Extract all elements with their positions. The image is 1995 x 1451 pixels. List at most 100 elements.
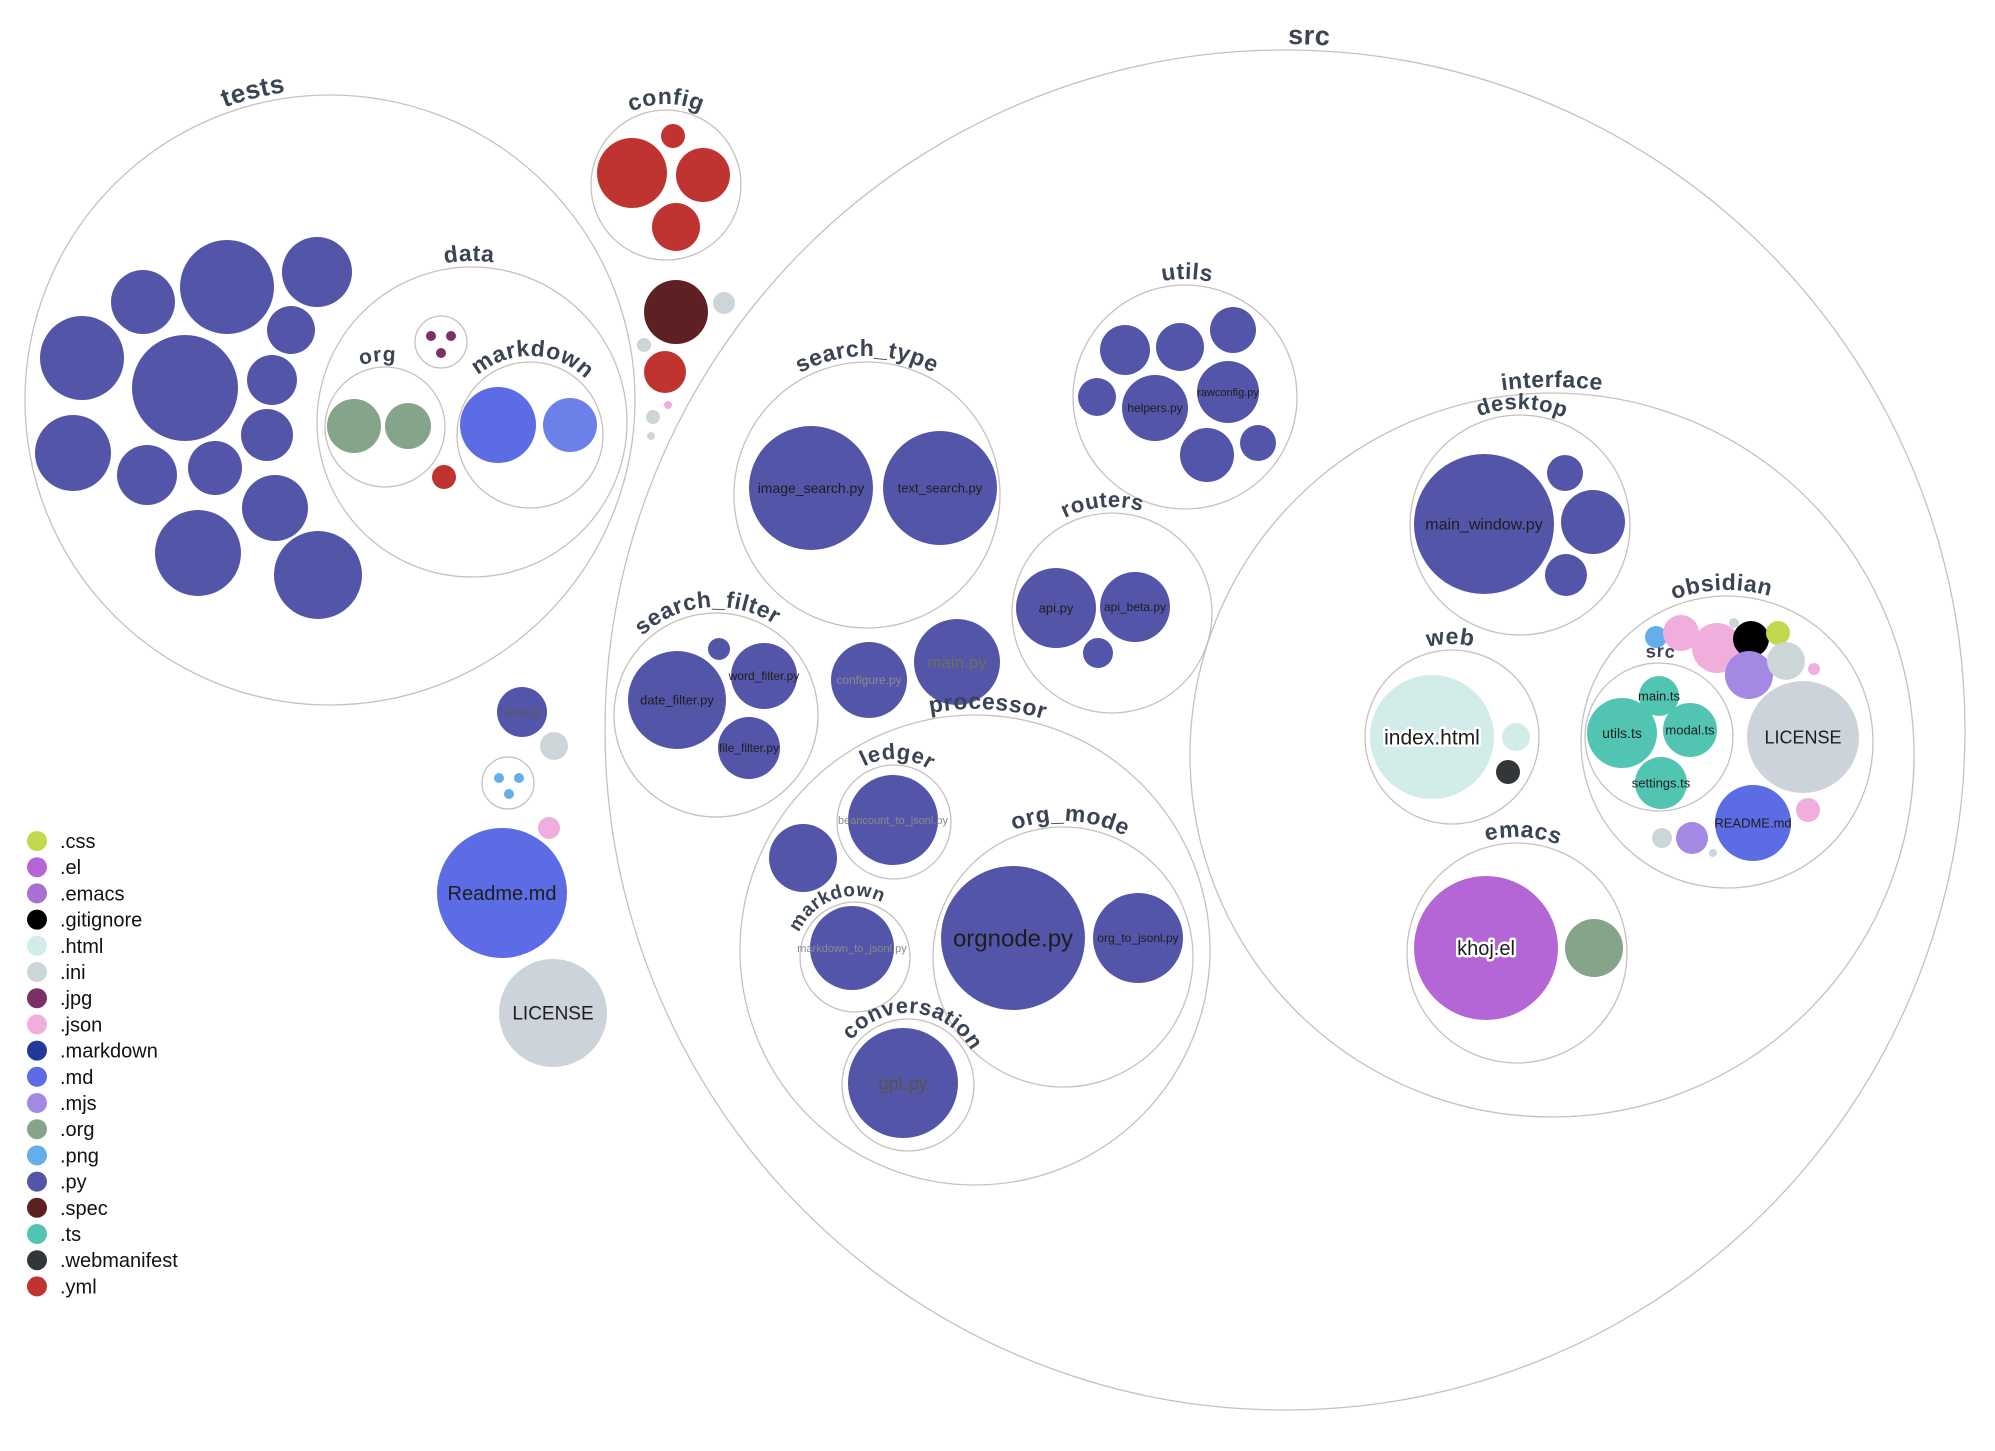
- dir-config-circle: [590, 109, 742, 261]
- dir-conversation-circle: [841, 1018, 975, 1152]
- file-api-beta-py-circle: [1100, 572, 1170, 642]
- dir-web-label: web: [1423, 623, 1476, 652]
- file-index-html-label: index.html: [1384, 726, 1480, 749]
- file-org-to-jsonl-py-label: org_to_jsonl.py: [1097, 931, 1178, 945]
- file-file-filter-py-circle: [718, 717, 780, 779]
- file-obsidian-json-4-circle: [1796, 798, 1820, 822]
- legend-dot-spec: [27, 1197, 47, 1218]
- dir-ledger-circle: [836, 764, 952, 880]
- file-search-filter-py-circle: [708, 638, 730, 660]
- file-tests-py-4-circle: [40, 316, 124, 400]
- file-tests-py-9-circle: [241, 409, 293, 461]
- file-obsidian-png-circle: [1645, 626, 1667, 648]
- file-utils-py-4-circle: [1078, 378, 1116, 416]
- file-obsidian-json-1-circle: [1663, 615, 1699, 651]
- file-root-spec-circle: [644, 280, 708, 344]
- file-data-org-2-circle: [385, 403, 431, 449]
- legend-label-html: .html: [60, 936, 103, 958]
- file-main-window-py-label: main_window.py: [1425, 517, 1542, 534]
- dir-obsidian-circle: [1580, 595, 1874, 889]
- legend-label-jpg: .jpg: [60, 988, 92, 1010]
- legend-label-css: .css: [60, 831, 96, 853]
- file-data-jpg-2-circle: [446, 331, 456, 341]
- dir-processor-circle: [739, 714, 1211, 1186]
- file-main-ts-label: main.ts: [1638, 689, 1680, 704]
- dir-tests-label: tests: [217, 68, 287, 113]
- legend-dot-el: [27, 857, 47, 878]
- file-data-yml-circle: [432, 465, 456, 489]
- file-helpers-py-label: helpers.py: [1127, 401, 1182, 415]
- file-tests-py-2-circle: [111, 270, 175, 334]
- file-gpt-py-label: gpt.py: [878, 1073, 927, 1093]
- file-emacs-org-circle: [1565, 919, 1623, 977]
- legend-label-md: .md: [60, 1067, 93, 1089]
- dir-data-org-circle: [324, 366, 446, 488]
- file-tests-py-5-circle: [132, 335, 238, 441]
- file-utils-ts-label: utils.ts: [1602, 725, 1642, 741]
- legend-label-org: .org: [60, 1119, 94, 1141]
- file-api-py-circle: [1016, 568, 1096, 648]
- legend-label-yml: .yml: [60, 1276, 97, 1298]
- file-root-ini-3-circle: [646, 410, 660, 424]
- file-tests-py-12-circle: [242, 475, 308, 541]
- legend-dot-yml: [27, 1276, 47, 1297]
- file-tests-py-1-circle: [180, 240, 274, 334]
- file-root-png-2-circle: [514, 773, 524, 783]
- file-root-license-circle: [499, 959, 607, 1067]
- file-orgnode-py-label: orgnode.py: [953, 925, 1073, 952]
- legend-dot-ini: [27, 962, 47, 982]
- legend-dot-css: [27, 831, 47, 851]
- file-config-yml-1-circle: [597, 138, 667, 208]
- dir-web-circle: [1364, 649, 1540, 825]
- legend-dot-json: [27, 1014, 47, 1035]
- file-beancount-to-jsonl-py-label: beancount_to_jsonl.py: [838, 815, 949, 827]
- legend-label-png: .png: [60, 1145, 99, 1167]
- file-tests-py-14-circle: [274, 531, 362, 619]
- dir-data-markdown-label: markdown: [466, 335, 600, 383]
- file-obsidian-gitignore-circle: [1733, 621, 1769, 657]
- file-gpt-py-circle: [848, 1028, 958, 1138]
- dir-emacs-label: emacs: [1482, 816, 1566, 850]
- file-obsidian-readme-label: README.md: [1714, 816, 1791, 831]
- file-setup-py-circle: [497, 687, 547, 737]
- file-obsidian-css-circle: [1766, 621, 1790, 645]
- file-tests-py-7-circle: [247, 355, 297, 405]
- dir-utils-label: utils: [1160, 258, 1216, 287]
- file-desktop-py-3-circle: [1545, 554, 1587, 596]
- file-root-json-2-circle: [538, 817, 560, 839]
- file-routers-py-circle: [1083, 638, 1113, 668]
- dir-utils-circle: [1072, 284, 1298, 510]
- legend-dot-jpg: [27, 988, 47, 1009]
- file-config-yml-2-circle: [661, 124, 685, 148]
- file-main-py-label: main.py: [927, 653, 987, 672]
- file-configure-py-circle: [831, 642, 907, 718]
- legend-dot-emacs: [27, 883, 47, 904]
- file-tests-py-6-circle: [267, 306, 315, 354]
- legend-dot-mjs: [27, 1093, 47, 1113]
- file-processor-py-circle: [769, 824, 837, 892]
- file-index-html-circle: [1370, 675, 1494, 799]
- file-tests-py-13-circle: [155, 510, 241, 596]
- file-beancount-to-jsonl-py-circle: [848, 775, 938, 865]
- file-desktop-py-1-circle: [1547, 455, 1583, 491]
- dir-config-label: config: [624, 83, 709, 116]
- dir-org_mode-circle: [932, 826, 1194, 1088]
- legend-dot-md: [27, 1066, 47, 1087]
- dir-emacs-circle: [1406, 842, 1628, 1064]
- file-rawconfig-py-label: rawconfig.py: [1197, 387, 1259, 399]
- file-data-jpg-3-circle: [436, 348, 446, 358]
- file-tests-py-11-circle: [188, 441, 242, 495]
- directory-circles: [24, 49, 1966, 1411]
- dir-processor-label: processor: [927, 688, 1050, 724]
- file-tests-py-10-circle: [117, 445, 177, 505]
- dir-root-png-group-circle: [481, 756, 535, 810]
- file-obsidian-ini-2-circle: [1767, 642, 1805, 680]
- file-word-filter-py-label: word_filter.py: [728, 669, 800, 683]
- extension-legend: .css .el .emacs .gitignore .html .ini .jpg .jso…: [27, 831, 178, 1298]
- dir-proc-markdown-circle: [799, 901, 911, 1013]
- legend-label-ts: .ts: [60, 1224, 81, 1246]
- dir-src-circle: [604, 49, 1966, 1411]
- legend-dot-html: [27, 935, 47, 956]
- legend-dot-markdown: [27, 1040, 47, 1061]
